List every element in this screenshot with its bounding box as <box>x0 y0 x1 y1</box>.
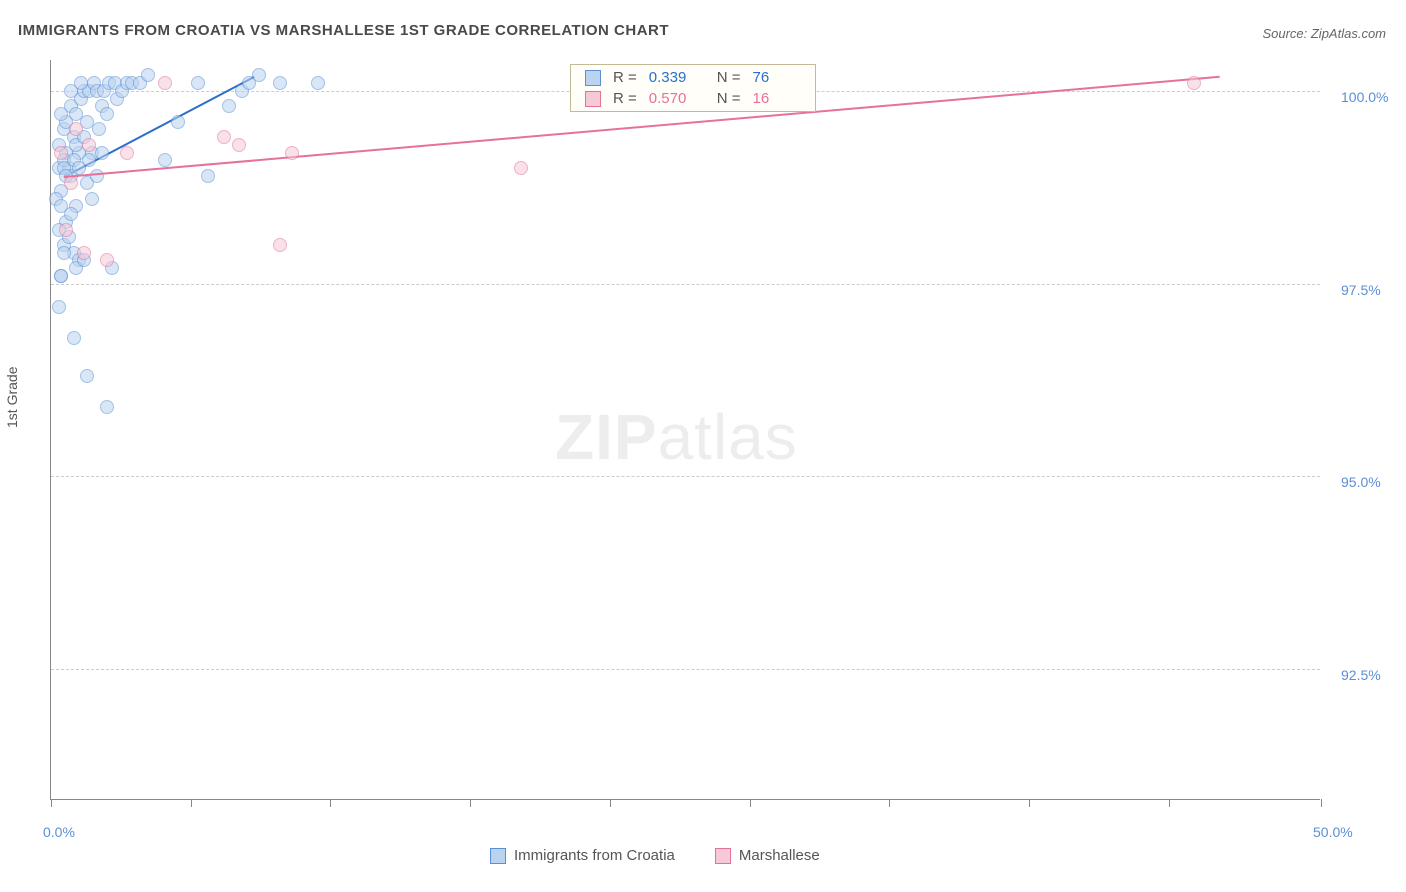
scatter-point <box>90 169 104 183</box>
gridline-h <box>51 284 1320 285</box>
scatter-point <box>1187 76 1201 90</box>
scatter-point <box>80 369 94 383</box>
x-tick-label: 0.0% <box>43 824 75 840</box>
scatter-point <box>64 176 78 190</box>
y-tick-label: 97.5% <box>1341 282 1381 298</box>
scatter-point <box>100 107 114 121</box>
x-tick <box>889 799 890 807</box>
scatter-point <box>57 246 71 260</box>
scatter-point <box>232 138 246 152</box>
bottom-legend: Immigrants from Croatia Marshallese <box>490 847 820 864</box>
x-tick-label: 50.0% <box>1313 824 1353 840</box>
legend-label: Marshallese <box>739 847 820 864</box>
scatter-point <box>82 153 96 167</box>
x-tick <box>1321 799 1322 807</box>
scatter-point <box>100 400 114 414</box>
x-tick <box>51 799 52 807</box>
y-tick-label: 100.0% <box>1341 89 1388 105</box>
scatter-point <box>64 207 78 221</box>
legend-swatch <box>585 91 601 107</box>
legend-label: Immigrants from Croatia <box>514 847 675 864</box>
x-tick <box>610 799 611 807</box>
x-tick <box>750 799 751 807</box>
scatter-point <box>120 146 134 160</box>
legend-swatch <box>490 848 506 864</box>
scatter-point <box>67 331 81 345</box>
scatter-point <box>201 169 215 183</box>
scatter-point <box>54 146 68 160</box>
scatter-point <box>52 300 66 314</box>
stat-row: R = 0.339 N = 76 <box>571 67 815 88</box>
scatter-point <box>222 99 236 113</box>
chart-title: IMMIGRANTS FROM CROATIA VS MARSHALLESE 1… <box>18 22 669 39</box>
scatter-point <box>514 161 528 175</box>
stat-r-value: 0.339 <box>649 69 697 86</box>
scatter-point <box>54 269 68 283</box>
stat-n-value: 76 <box>753 69 801 86</box>
scatter-point <box>95 146 109 160</box>
stat-r-value: 0.570 <box>649 90 697 107</box>
y-axis-title: 1st Grade <box>4 367 20 428</box>
scatter-point <box>158 76 172 90</box>
legend-item: Marshallese <box>715 847 820 864</box>
legend-swatch <box>585 70 601 86</box>
scatter-point <box>85 192 99 206</box>
scatter-point <box>59 223 73 237</box>
scatter-point <box>191 76 205 90</box>
scatter-point <box>54 107 68 121</box>
gridline-h <box>51 476 1320 477</box>
plot-area: 92.5%95.0%97.5%100.0%0.0%50.0% <box>50 60 1320 800</box>
scatter-point <box>171 115 185 129</box>
scatter-point <box>82 138 96 152</box>
scatter-point <box>77 246 91 260</box>
scatter-point <box>217 130 231 144</box>
x-tick <box>470 799 471 807</box>
scatter-point <box>141 68 155 82</box>
scatter-point <box>285 146 299 160</box>
stat-r-label: R = <box>613 90 637 107</box>
x-tick <box>1029 799 1030 807</box>
x-tick <box>1169 799 1170 807</box>
stat-n-label: N = <box>717 69 741 86</box>
correlation-stats-box: R = 0.339 N = 76 R = 0.570 N = 16 <box>570 64 816 112</box>
stat-r-label: R = <box>613 69 637 86</box>
scatter-point <box>252 68 266 82</box>
source-label: Source: ZipAtlas.com <box>1262 26 1386 41</box>
stat-row: R = 0.570 N = 16 <box>571 88 815 109</box>
stat-n-value: 16 <box>753 90 801 107</box>
x-tick <box>191 799 192 807</box>
scatter-point <box>92 122 106 136</box>
scatter-point <box>273 238 287 252</box>
gridline-h <box>51 669 1320 670</box>
y-tick-label: 92.5% <box>1341 667 1381 683</box>
scatter-point <box>158 153 172 167</box>
scatter-point <box>273 76 287 90</box>
y-tick-label: 95.0% <box>1341 474 1381 490</box>
stat-n-label: N = <box>717 90 741 107</box>
scatter-point <box>311 76 325 90</box>
legend-item: Immigrants from Croatia <box>490 847 675 864</box>
x-tick <box>330 799 331 807</box>
legend-swatch <box>715 848 731 864</box>
